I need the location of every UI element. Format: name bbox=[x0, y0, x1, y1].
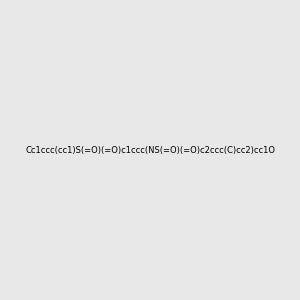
Text: Cc1ccc(cc1)S(=O)(=O)c1ccc(NS(=O)(=O)c2ccc(C)cc2)cc1O: Cc1ccc(cc1)S(=O)(=O)c1ccc(NS(=O)(=O)c2cc… bbox=[25, 146, 275, 154]
